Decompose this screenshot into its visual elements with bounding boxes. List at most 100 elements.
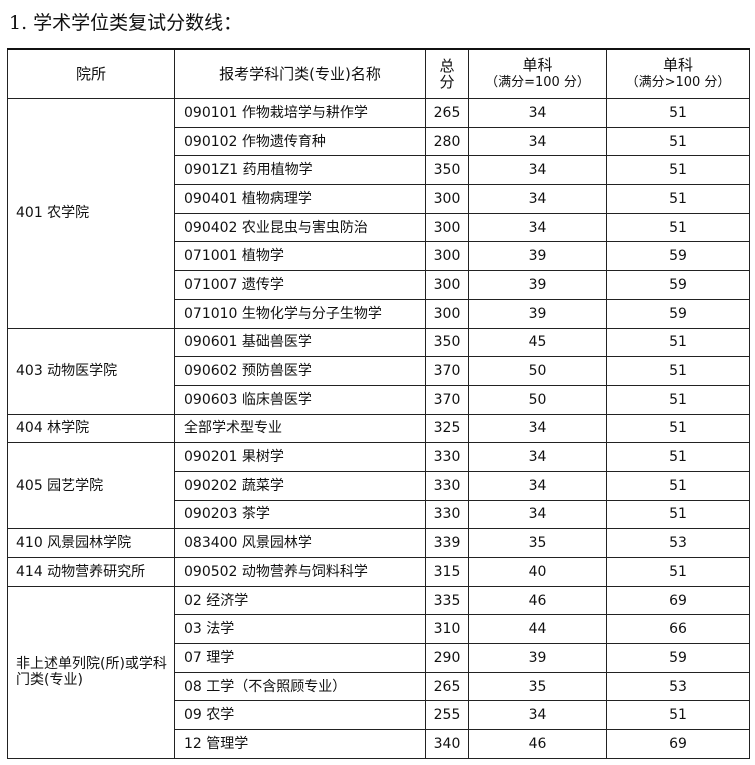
total-score-cell: 280 [425,126,469,157]
major-cell: 09 农学 [174,700,426,731]
header-single-100: 单科 （满分=100 分） [468,48,607,99]
major-cell: 0901Z1 药用植物学 [174,155,426,186]
single-100-cell: 46 [468,729,607,759]
institute-cell: 403 动物医学院 [7,327,175,415]
single-gt100-cell: 53 [606,528,750,558]
total-score-cell: 315 [425,557,469,587]
single-100-cell: 39 [468,241,607,272]
table-row: 12 管理学 340 46 69 [8,729,750,759]
institute-cell: 414 动物营养研究所 [7,557,175,587]
total-score-cell: 370 [425,384,469,415]
institute-cell: 410 风景园林学院 [7,528,175,558]
table-row: 090603 临床兽医学 370 50 51 [8,384,750,415]
major-cell: 08 工学（不含照顾专业） [174,671,426,702]
table-header-row: 院所 报考学科门类(专业)名称 总分 单科 （满分=100 分） 单科 （满分>10… [7,48,750,99]
table-row: 07 理学 290 39 59 [8,643,750,673]
header-institute: 院所 [7,48,175,99]
header-major: 报考学科门类(专业)名称 [174,48,426,99]
single-gt100-cell: 51 [606,557,750,587]
table-row: 410 风景园林学院 083400 风景园林学 339 35 53 [7,528,750,558]
total-score-cell: 265 [425,98,469,128]
single-gt100-cell: 51 [606,470,750,501]
total-score-cell: 290 [425,643,469,673]
table-row: 09 农学 255 34 51 [8,700,750,731]
total-score-cell: 370 [425,356,469,386]
single-gt100-cell: 59 [606,298,750,329]
total-score-cell: 300 [425,270,469,300]
total-score-cell: 325 [425,413,469,444]
major-cell: 071001 植物学 [174,241,426,272]
single-gt100-cell: 51 [606,327,750,358]
major-cell: 090203 茶学 [174,499,426,530]
score-table: 院所 报考学科门类(专业)名称 总分 单科 （满分=100 分） 单科 （满分>10… [7,48,750,759]
single-100-cell: 34 [468,126,607,157]
single-gt100-cell: 59 [606,241,750,272]
major-cell: 090102 作物遗传育种 [174,126,426,157]
total-score-cell: 300 [425,184,469,214]
total-score-cell: 330 [425,499,469,530]
table-body: 401 农学院 090101 作物栽培学与耕作学 265 34 51 090102 作物遗… [7,98,750,759]
header-single-gt100: 单科 （满分>100 分） [606,48,750,99]
table-row: 090102 作物遗传育种 280 34 51 [8,126,750,157]
header-single-100-line2: （满分=100 分） [485,75,590,90]
single-gt100-cell: 53 [606,671,750,702]
total-score-cell: 350 [425,155,469,186]
major-cell: 03 法学 [174,614,426,645]
header-single-gt100-line1: 单科 [662,56,693,74]
total-score-cell: 350 [425,327,469,358]
table-row: 404 林学院 全部学术型专业 325 34 51 [7,413,750,444]
single-100-cell: 39 [468,298,607,329]
single-gt100-cell: 51 [606,126,750,157]
single-gt100-cell: 51 [606,384,750,415]
header-total-line1: 总 [439,57,455,75]
total-score-cell: 300 [425,298,469,329]
single-gt100-cell: 51 [606,442,750,472]
header-total-line2: 分 [439,73,455,91]
single-gt100-cell: 51 [606,700,750,731]
single-100-cell: 35 [468,671,607,702]
major-cell: 071010 生物化学与分子生物学 [174,298,426,329]
institute-cell: 405 园艺学院 [7,442,175,530]
single-gt100-cell: 51 [606,98,750,128]
single-gt100-cell: 51 [606,212,750,243]
total-score-cell: 310 [425,614,469,645]
single-gt100-cell: 69 [606,729,750,759]
major-cell: 083400 风景园林学 [174,528,426,558]
total-score-cell: 339 [425,528,469,558]
single-100-cell: 46 [468,585,607,616]
major-cell: 090101 作物栽培学与耕作学 [174,98,426,128]
total-score-cell: 255 [425,700,469,731]
total-score-cell: 300 [425,212,469,243]
total-score-cell: 265 [425,671,469,702]
single-100-cell: 50 [468,384,607,415]
single-100-cell: 34 [468,212,607,243]
single-gt100-cell: 69 [606,585,750,616]
major-cell: 07 理学 [174,643,426,673]
total-score-cell: 340 [425,729,469,759]
header-total: 总分 [425,48,469,99]
single-gt100-cell: 59 [606,643,750,673]
single-100-cell: 35 [468,528,607,558]
section-title: 1. 学术学位类复试分数线： [9,12,243,34]
table-row: 403 动物医学院 090601 基础兽医学 350 45 51 [7,327,750,415]
single-100-cell: 40 [468,557,607,587]
total-score-cell: 330 [425,470,469,501]
total-score-cell: 330 [425,442,469,472]
table-row: 090602 预防兽医学 370 50 51 [8,356,750,386]
major-cell: 全部学术型专业 [174,413,426,444]
single-100-cell: 34 [468,413,607,444]
single-100-cell: 34 [468,184,607,214]
table-row: 0901Z1 药用植物学 350 34 51 [8,155,750,186]
single-gt100-cell: 51 [606,155,750,186]
single-100-cell: 44 [468,614,607,645]
major-cell: 090502 动物营养与饲料科学 [174,557,426,587]
table-row: 03 法学 310 44 66 [8,614,750,645]
single-100-cell: 34 [468,442,607,472]
single-100-cell: 34 [468,499,607,530]
table-row: 071007 遗传学 300 39 59 [8,270,750,300]
single-100-cell: 39 [468,270,607,300]
single-gt100-cell: 59 [606,270,750,300]
major-cell: 090602 预防兽医学 [174,356,426,386]
table-row: 071001 植物学 300 39 59 [8,241,750,272]
header-single-100-line1: 单科 [522,56,553,74]
